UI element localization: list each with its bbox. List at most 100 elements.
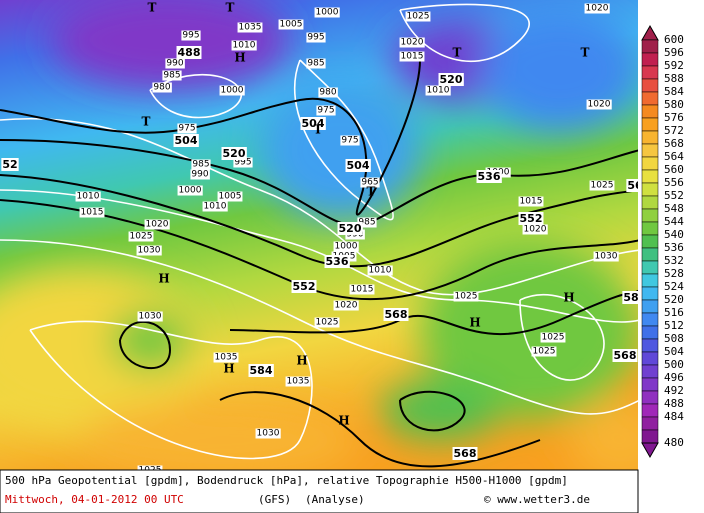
colorbar-swatch [641, 299, 659, 314]
colorbar-swatch [641, 208, 659, 223]
colorbar-label: 512 [664, 319, 684, 332]
colorbar-swatch [641, 312, 659, 327]
isobar-label: 1025 [130, 232, 153, 242]
label-bg [285, 376, 311, 387]
label-bg [162, 70, 182, 81]
height-label: 568 [614, 349, 637, 362]
isobar-label: 1005 [219, 192, 242, 202]
isobar-label: 1030 [257, 429, 280, 439]
isobar-label: 1010 [233, 41, 256, 51]
colorbar-swatch [641, 104, 659, 119]
height-label: 568 [454, 447, 477, 460]
footer-description: 500 hPa Geopotential [gpdm], Bodendruck … [5, 474, 568, 487]
pressure-center: T [226, 1, 235, 15]
colorbar-label: 592 [664, 59, 684, 72]
isobar-label: 1035 [239, 23, 262, 33]
colorbar-label: 572 [664, 124, 684, 137]
pressure-center: T [453, 46, 462, 60]
colorbar-label: 496 [664, 371, 684, 384]
colorbar-swatch [641, 377, 659, 392]
pressure-center: H [158, 272, 169, 286]
colorbar-label: 540 [664, 228, 684, 241]
isobar-label: 1025 [316, 318, 339, 328]
height-label: 552 [520, 212, 543, 225]
colorbar-label: 492 [664, 384, 684, 397]
colorbar-label: 568 [664, 137, 684, 150]
isobar-label: 1025 [542, 333, 565, 343]
isobar-label: 1015 [520, 197, 543, 207]
colorbar-swatch [641, 247, 659, 262]
pressure-center: T [148, 1, 157, 15]
label-bg [137, 465, 163, 470]
footer-panel [0, 469, 639, 513]
height-label: 584 [250, 364, 273, 377]
isobar-label: 995 [182, 31, 199, 41]
colorbar-swatch [641, 169, 659, 184]
pressure-center: T [367, 185, 376, 199]
height-label: 52 [2, 158, 17, 171]
isobar-label: 1010 [204, 202, 227, 212]
isobar-label: 1010 [77, 192, 100, 202]
isobar-label: 975 [341, 136, 358, 146]
isobar-label: 1000 [316, 8, 339, 18]
colorbar-label: 584 [664, 85, 684, 98]
colorbar-swatch [641, 416, 659, 431]
colorbar-label: 544 [664, 215, 684, 228]
colorbar-label: 556 [664, 176, 684, 189]
colorbar-label: 600 [664, 33, 684, 46]
height-label: 520 [223, 147, 246, 160]
isobar-label: 1000 [221, 86, 244, 96]
colorbar-swatch [641, 117, 659, 132]
label-bg [333, 241, 359, 252]
label-bg [626, 179, 638, 192]
isobar-label: 1020 [524, 225, 547, 235]
label-bg [233, 157, 253, 168]
isobar-label: 1020 [586, 4, 609, 14]
colorbar-swatch [641, 78, 659, 93]
label-bg [300, 117, 326, 130]
colorbar-label: 500 [664, 358, 684, 371]
pressure-center: H [563, 291, 574, 305]
isobar-label: 965 [361, 178, 378, 188]
pressure-center: T [314, 123, 323, 137]
label-bg [219, 85, 245, 96]
label-bg [237, 22, 263, 33]
colorbar-label: 480 [664, 436, 684, 449]
label-bg [453, 291, 479, 302]
colorbar-label: 548 [664, 202, 684, 215]
isobar-label: 1020 [588, 100, 611, 110]
colorbar-swatch [641, 195, 659, 210]
isobar-label: 1025 [533, 347, 556, 357]
isobar-label: 1030 [138, 246, 161, 256]
isobar-label: 1025 [455, 292, 478, 302]
label-bg [357, 217, 377, 228]
isobar-label: 1010 [427, 86, 450, 96]
colorbar-swatch [641, 52, 659, 67]
isobar-label: 1020 [146, 220, 169, 230]
label-bg [349, 284, 375, 295]
pressure-center: T [142, 115, 151, 129]
isobar-label: 1015 [401, 52, 424, 62]
colorbar-swatch [641, 260, 659, 275]
isobar-label: 985 [307, 59, 324, 69]
label-bg [584, 3, 610, 14]
height-label: 58 [623, 291, 638, 304]
label-bg [255, 428, 281, 439]
pressure-center: H [296, 354, 307, 368]
label-bg [128, 231, 154, 242]
isobar-label: 995 [307, 33, 324, 43]
colorbar-label: 580 [664, 98, 684, 111]
isobar-label: 1000 [179, 186, 202, 196]
isobar-label: 1030 [595, 252, 618, 262]
isobar-label: 995 [234, 158, 251, 168]
footer-model: (GFS) [258, 493, 291, 506]
label-bg [405, 11, 431, 22]
isobar-label: 1025 [407, 12, 430, 22]
height-label: 536 [326, 255, 349, 268]
colorbar-swatch [641, 234, 659, 249]
colorbar-swatch [641, 273, 659, 288]
colorbar-swatch [641, 91, 659, 106]
isobar-label: 980 [153, 83, 170, 93]
